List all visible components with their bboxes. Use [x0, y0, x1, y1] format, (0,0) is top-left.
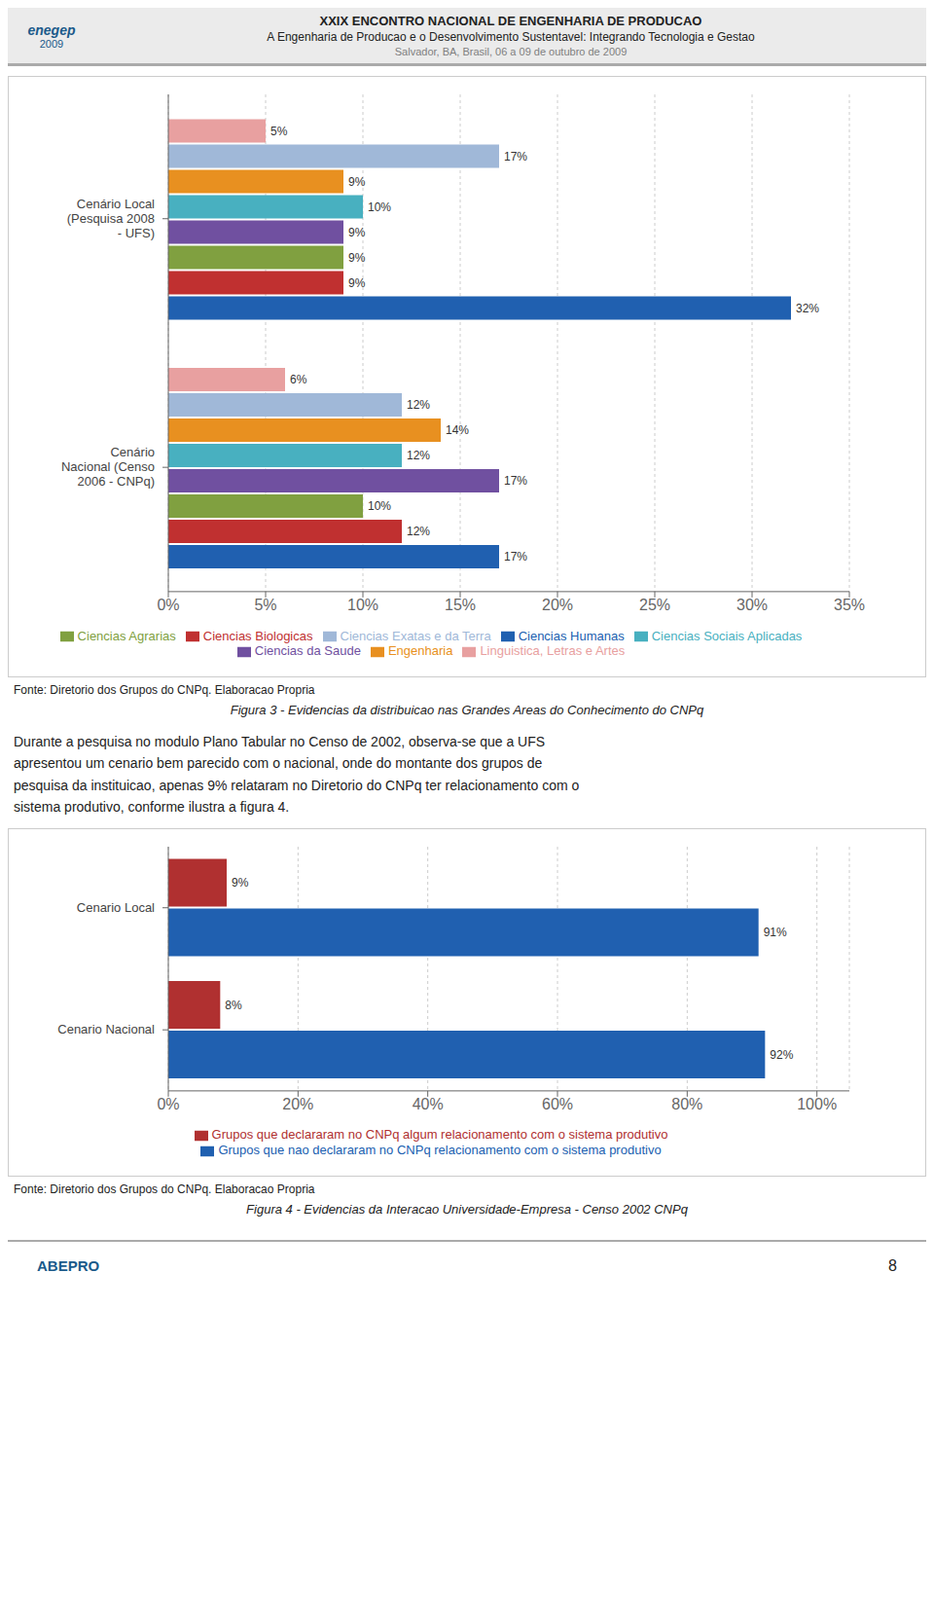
svg-text:12%: 12%: [406, 448, 431, 463]
svg-text:8%: 8%: [224, 997, 243, 1011]
svg-text:17%: 17%: [503, 549, 528, 564]
html-text:Ciencias Humanas: Ciencias Humanas: [518, 628, 625, 644]
svg-text:91%: 91%: [763, 925, 788, 939]
html-text:A Engenharia de Producao e o D: A Engenharia de Producao e o Desenvolvim…: [266, 30, 755, 44]
html-text:Figura 3 - Evidencias da distr: Figura 3 - Evidencias da distribuicao na…: [230, 702, 704, 718]
svg-text:Cenario Nacional: Cenario Nacional: [57, 1021, 155, 1037]
svg-text:9%: 9%: [348, 276, 366, 290]
html-text:Ciencias Sociais Aplicadas: Ciencias Sociais Aplicadas: [651, 628, 803, 644]
html-text:Linguistica, Letras e Artes: Linguistica, Letras e Artes: [480, 643, 625, 659]
html-text:Engenharia: Engenharia: [388, 643, 453, 659]
svg-text:12%: 12%: [406, 524, 431, 539]
svg-text:6%: 6%: [289, 372, 308, 387]
svg-text:CenárioNacional (Censo2006 - C: CenárioNacional (Censo2006 - CNPq): [61, 444, 155, 489]
svg-text:80%: 80%: [671, 1095, 703, 1113]
html-text:8: 8: [888, 1256, 898, 1274]
html-text:XXIX ENCONTRO NACIONAL DE ENGE: XXIX ENCONTRO NACIONAL DE ENGENHARIA DE …: [319, 13, 702, 29]
svg-text:20%: 20%: [541, 596, 574, 613]
svg-text:Cenario Local: Cenario Local: [76, 898, 155, 914]
html-text:2009: 2009: [39, 37, 64, 50]
svg-text:60%: 60%: [541, 1095, 574, 1113]
html-text:Figura 4 - Evidencias da Inter: Figura 4 - Evidencias da Interacao Unive…: [246, 1201, 688, 1216]
svg-text:25%: 25%: [639, 596, 671, 613]
svg-text:40%: 40%: [412, 1095, 444, 1113]
html-text:apresentou um cenario bem pare: apresentou um cenario bem parecido com o…: [13, 755, 543, 771]
svg-text:17%: 17%: [503, 149, 528, 164]
svg-text:14%: 14%: [445, 423, 469, 437]
html-text:Fonte: Diretorio dos Grupos do: Fonte: Diretorio dos Grupos do CNPq. Ela…: [13, 1181, 315, 1196]
svg-text:17%: 17%: [503, 473, 528, 488]
html-text:pesquisa da instituicao, apena: pesquisa da instituicao, apenas 9% relat…: [13, 777, 580, 793]
html-text:Grupos que declararam no CNPq: Grupos que declararam no CNPq algum rela…: [211, 1127, 668, 1142]
html-text:Salvador, BA, Brasil, 06 a 09: Salvador, BA, Brasil, 06 a 09 de outubro…: [394, 45, 627, 58]
html-text:Grupos que nao declararam no C: Grupos que nao declararam no CNPq relaci…: [218, 1142, 662, 1157]
svg-text:Cenário Local(Pesquisa 2008- U: Cenário Local(Pesquisa 2008- UFS): [67, 196, 155, 241]
html-text:enegep: enegep: [27, 21, 76, 38]
svg-text:20%: 20%: [282, 1095, 314, 1113]
svg-text:12%: 12%: [406, 397, 431, 412]
svg-text:35%: 35%: [833, 596, 865, 613]
svg-text:0%: 0%: [156, 596, 180, 613]
html-text:Ciencias da Saude: Ciencias da Saude: [254, 643, 361, 659]
html-text:ABEPRO: ABEPRO: [36, 1257, 100, 1274]
svg-text:32%: 32%: [795, 301, 820, 316]
html-text:sistema produtivo, conforme il: sistema produtivo, conforme ilustra a fi…: [13, 798, 290, 815]
svg-text:5%: 5%: [270, 124, 288, 139]
html-text:Ciencias Agrarias: Ciencias Agrarias: [77, 628, 176, 644]
svg-text:100%: 100%: [796, 1095, 837, 1113]
svg-text:0%: 0%: [156, 1095, 180, 1113]
svg-text:9%: 9%: [348, 225, 366, 240]
svg-text:92%: 92%: [769, 1046, 793, 1061]
svg-text:15%: 15%: [444, 596, 476, 613]
svg-text:10%: 10%: [347, 596, 379, 613]
svg-text:10%: 10%: [367, 200, 392, 215]
svg-text:10%: 10%: [367, 499, 392, 513]
html-text:Ciencias Exatas e da Terra: Ciencias Exatas e da Terra: [340, 628, 491, 644]
svg-text:9%: 9%: [348, 175, 366, 189]
svg-text:9%: 9%: [348, 251, 366, 265]
svg-text:9%: 9%: [231, 875, 250, 890]
html-text:Durante a pesquisa no modulo P: Durante a pesquisa no modulo Plano Tabul…: [13, 733, 545, 750]
html-text:Fonte: Diretorio dos Grupos do: Fonte: Diretorio dos Grupos do CNPq. Ela…: [13, 682, 315, 697]
html-text:Ciencias Biologicas: Ciencias Biologicas: [203, 628, 313, 644]
svg-text:5%: 5%: [253, 596, 277, 613]
svg-text:30%: 30%: [736, 596, 768, 613]
